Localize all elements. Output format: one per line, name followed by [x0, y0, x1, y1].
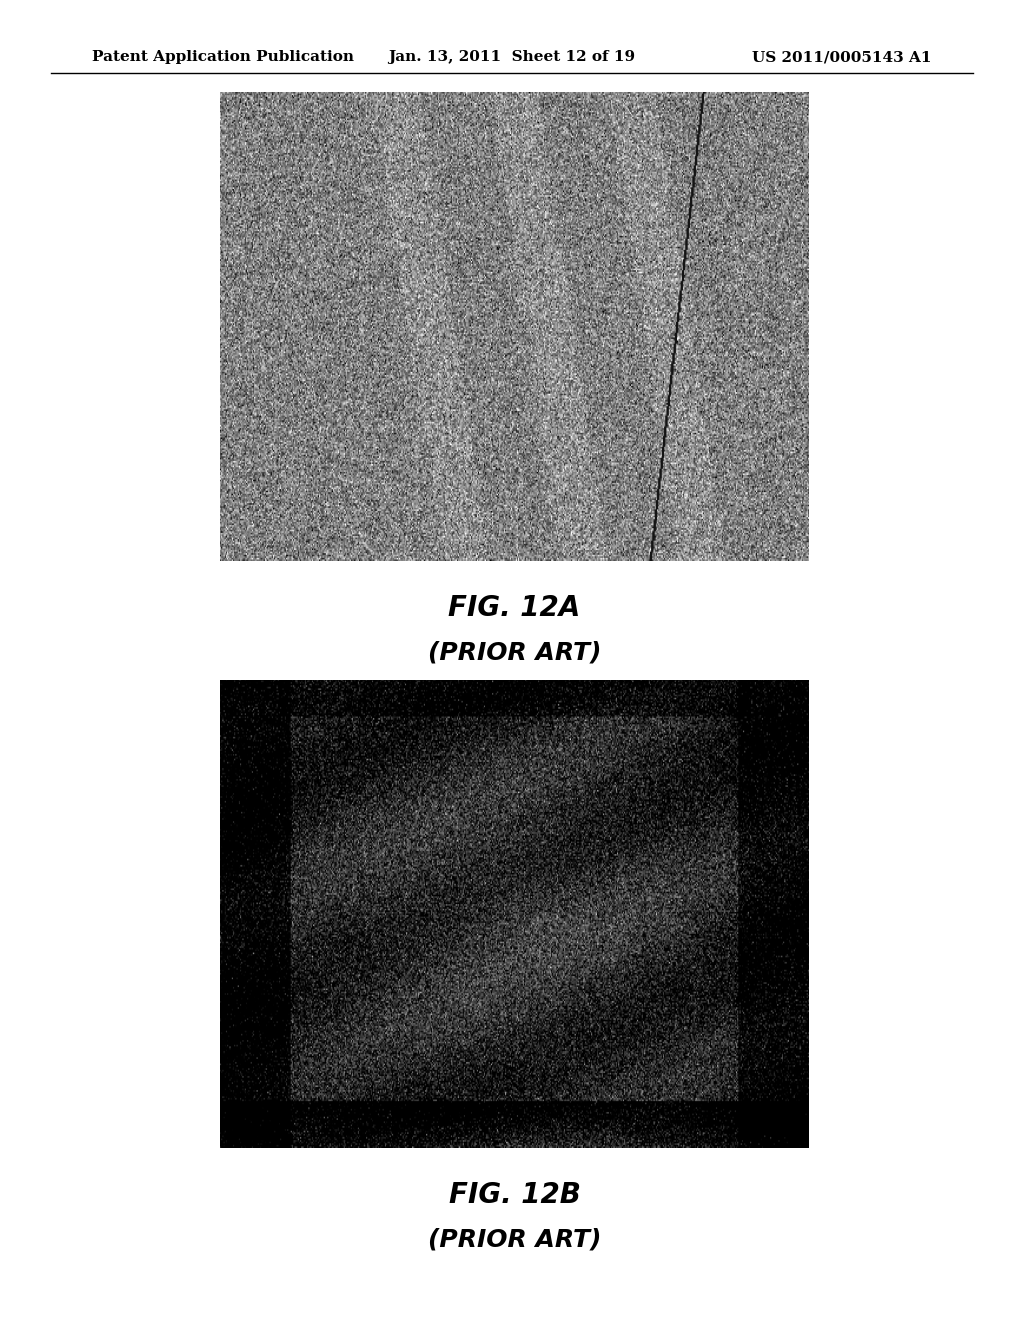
Text: (PRIOR ART): (PRIOR ART)	[428, 1228, 601, 1251]
Text: (PRIOR ART): (PRIOR ART)	[428, 640, 601, 664]
Text: FIG. 12A: FIG. 12A	[449, 594, 581, 622]
Text: US 2011/0005143 A1: US 2011/0005143 A1	[753, 50, 932, 65]
Text: FIG. 12B: FIG. 12B	[449, 1181, 581, 1209]
Text: Jan. 13, 2011  Sheet 12 of 19: Jan. 13, 2011 Sheet 12 of 19	[388, 50, 636, 65]
Text: Patent Application Publication: Patent Application Publication	[92, 50, 354, 65]
